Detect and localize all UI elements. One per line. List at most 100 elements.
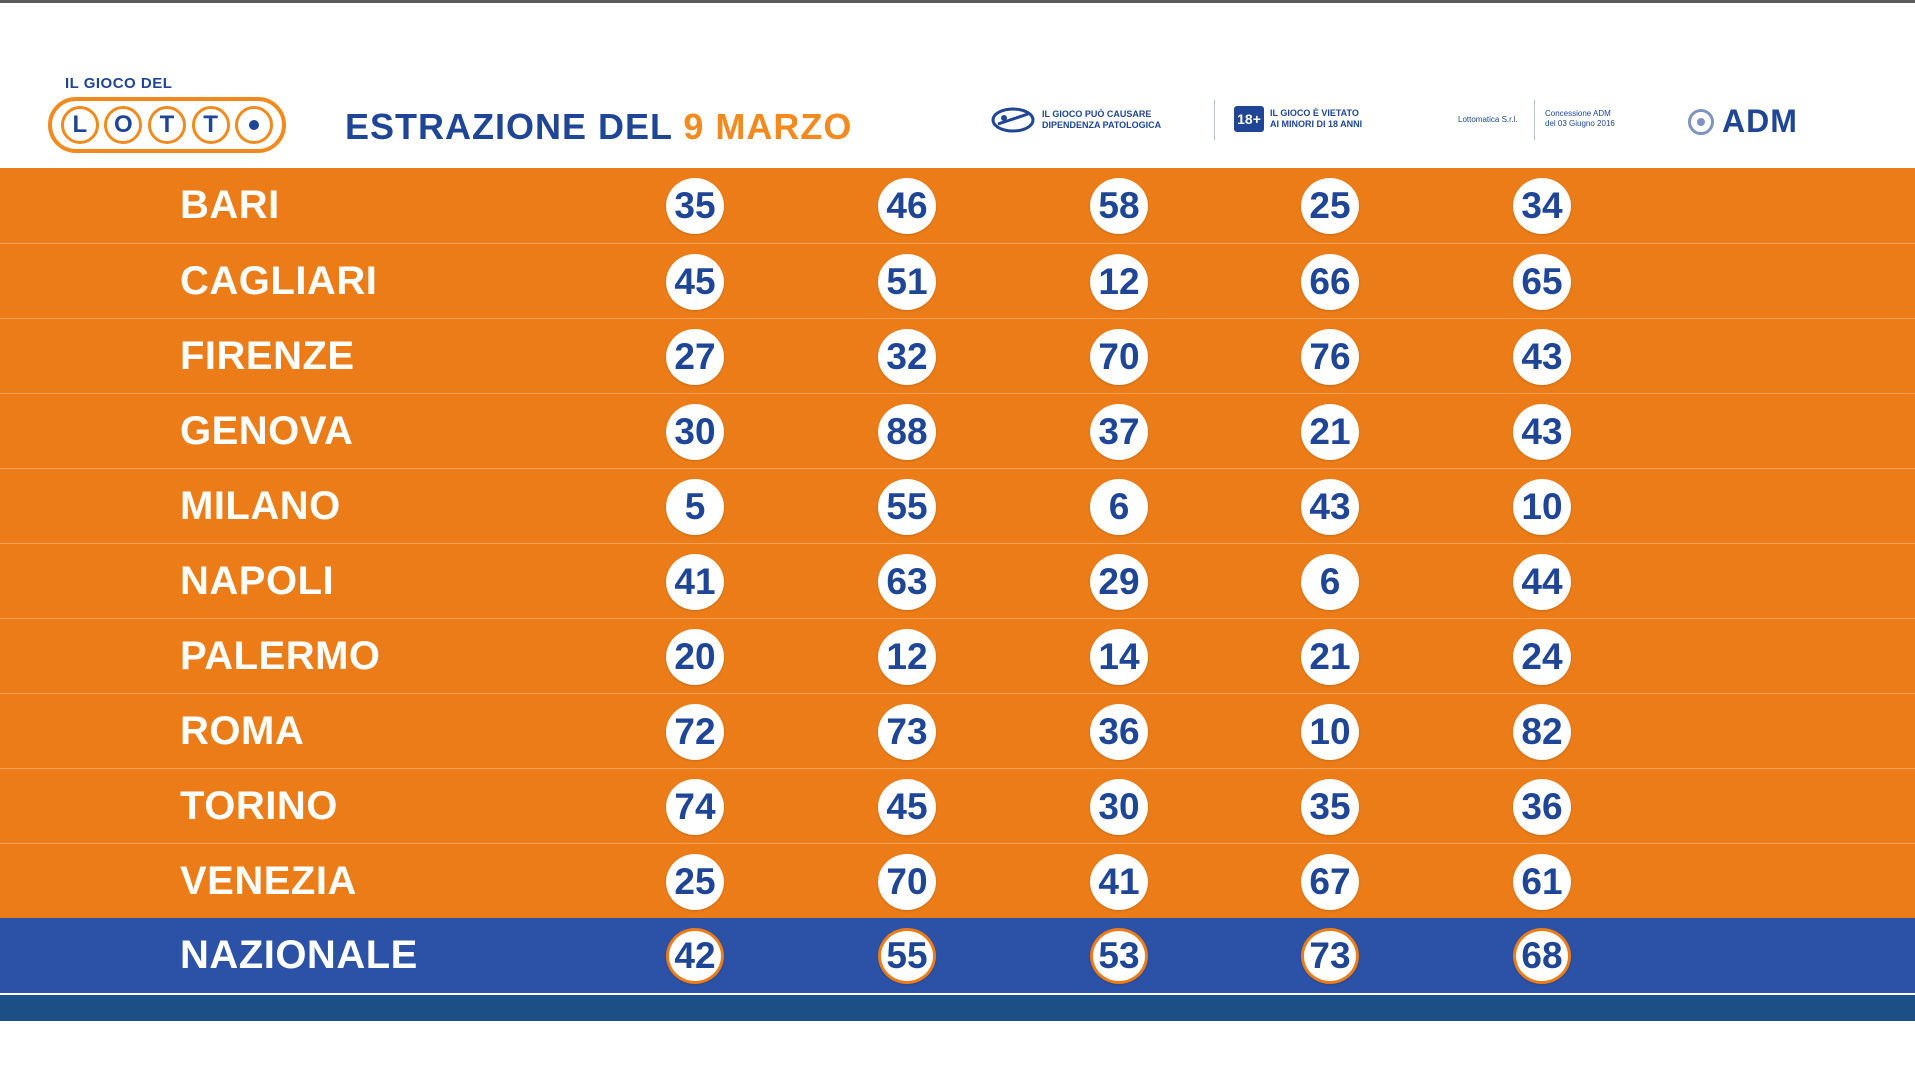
lottomatica-text: Lottomatica S.r.l. [1458, 115, 1518, 124]
number-ball: 27 [666, 329, 724, 385]
lotto-logo: IL GIOCO DEL L O T T [48, 71, 288, 156]
number-ball: 67 [1301, 854, 1359, 910]
concession-text: Concessione ADM del 03 Giugno 2016 [1545, 109, 1615, 129]
number-ball: 42 [666, 928, 724, 984]
number-ball: 63 [878, 554, 936, 610]
warning-1-line2: DIPENDENZA PATOLOGICA [1042, 120, 1162, 130]
number-ball: 88 [878, 404, 936, 460]
number-ball: 72 [666, 704, 724, 760]
adm-text: ADM [1722, 103, 1798, 139]
number-ball: 58 [1090, 178, 1148, 234]
number-ball: 41 [1090, 854, 1148, 910]
header: IL GIOCO DEL L O T T ESTRAZIONE DEL 9 MA… [0, 3, 1915, 168]
city-label: FIRENZE [180, 334, 355, 378]
bottom-band [0, 995, 1915, 1021]
number-ball: 53 [1090, 928, 1148, 984]
city-label: ROMA [180, 709, 305, 753]
city-label: NAZIONALE [180, 933, 418, 977]
results-row-napoli: NAPOLI 41 63 29 6 44 [0, 543, 1915, 618]
number-ball: 21 [1301, 629, 1359, 685]
logo-letter-t2: T [191, 106, 230, 144]
number-ball: 43 [1513, 329, 1571, 385]
number-ball: 12 [1090, 254, 1148, 310]
number-ball: 10 [1513, 479, 1571, 535]
bottom-accent-line [0, 988, 1915, 993]
number-ball: 44 [1513, 554, 1571, 610]
number-ball: 6 [1301, 554, 1359, 610]
number-ball: 6 [1090, 479, 1148, 535]
logo-small-text: IL GIOCO DEL [65, 75, 173, 92]
logo-letter-l: L [60, 106, 99, 144]
city-label: GENOVA [180, 409, 354, 453]
number-ball: 36 [1090, 704, 1148, 760]
dependency-warning-icon [991, 107, 1035, 133]
city-label: PALERMO [180, 634, 381, 678]
results-row-venezia: VENEZIA 25 70 41 67 61 [0, 843, 1915, 918]
number-ball: 51 [878, 254, 936, 310]
number-ball: 43 [1301, 479, 1359, 535]
number-ball: 35 [666, 178, 724, 234]
age-18-badge: 18+ [1234, 106, 1264, 132]
results-row-bari: BARI 35 46 58 25 34 [0, 168, 1915, 243]
concession-line1: Concessione ADM [1545, 109, 1611, 118]
number-ball: 14 [1090, 629, 1148, 685]
number-ball: 30 [666, 404, 724, 460]
results-row-torino: TORINO 74 45 30 35 36 [0, 768, 1915, 843]
number-ball: 68 [1513, 928, 1571, 984]
warning-2-line2: AI MINORI DI 18 ANNI [1270, 119, 1363, 129]
header-divider-1 [1214, 100, 1215, 140]
results-row-roma: ROMA 72 73 36 10 82 [0, 693, 1915, 768]
number-ball: 55 [878, 479, 936, 535]
number-ball: 45 [878, 779, 936, 835]
city-label: VENEZIA [180, 859, 357, 903]
number-ball: 65 [1513, 254, 1571, 310]
number-ball: 10 [1301, 704, 1359, 760]
results-row-nazionale: NAZIONALE 42 55 53 73 68 [0, 918, 1915, 993]
number-ball: 25 [666, 854, 724, 910]
number-ball: 45 [666, 254, 724, 310]
results-row-palermo: PALERMO 20 12 14 21 24 [0, 618, 1915, 693]
number-ball: 12 [878, 629, 936, 685]
city-label: MILANO [180, 484, 341, 528]
city-label: BARI [180, 183, 280, 227]
title-date: 9 MARZO [683, 106, 853, 147]
page-title: ESTRAZIONE DEL 9 MARZO [345, 106, 852, 148]
warning-2-line1: IL GIOCO È VIETATO [1270, 108, 1359, 118]
number-ball: 35 [1301, 779, 1359, 835]
number-ball: 30 [1090, 779, 1148, 835]
number-ball: 70 [878, 854, 936, 910]
number-ball: 32 [878, 329, 936, 385]
results-row-genova: GENOVA 30 88 37 21 43 [0, 393, 1915, 468]
number-ball: 66 [1301, 254, 1359, 310]
logo-dot-icon [235, 106, 274, 144]
number-ball: 20 [666, 629, 724, 685]
results-table: BARI 35 46 58 25 34 CAGLIARI 45 51 12 66… [0, 168, 1915, 993]
number-ball: 41 [666, 554, 724, 610]
warning-minors: 18+ IL GIOCO È VIETATO AI MINORI DI 18 A… [1234, 106, 1362, 132]
results-row-milano: MILANO 5 55 6 43 10 [0, 468, 1915, 543]
number-ball: 46 [878, 178, 936, 234]
results-row-cagliari: CAGLIARI 45 51 12 66 65 [0, 243, 1915, 318]
number-ball: 37 [1090, 404, 1148, 460]
number-ball: 55 [878, 928, 936, 984]
title-prefix: ESTRAZIONE DEL [345, 106, 673, 147]
number-ball: 76 [1301, 329, 1359, 385]
number-ball: 43 [1513, 404, 1571, 460]
adm-emblem-icon [1688, 108, 1714, 135]
number-ball: 25 [1301, 178, 1359, 234]
number-ball: 24 [1513, 629, 1571, 685]
number-ball: 29 [1090, 554, 1148, 610]
logo-pill: L O T T [48, 97, 286, 153]
warning-1-line1: IL GIOCO PUÒ CAUSARE [1042, 109, 1152, 119]
number-ball: 36 [1513, 779, 1571, 835]
number-ball: 74 [666, 779, 724, 835]
number-ball: 5 [666, 479, 724, 535]
city-label: CAGLIARI [180, 259, 378, 303]
warning-dependency: IL GIOCO PUÒ CAUSARE DIPENDENZA PATOLOGI… [990, 106, 1161, 134]
city-label: NAPOLI [180, 559, 335, 603]
number-ball: 21 [1301, 404, 1359, 460]
top-rule [0, 0, 1915, 3]
city-label: TORINO [180, 784, 338, 828]
logo-letter-t1: T [147, 106, 186, 144]
